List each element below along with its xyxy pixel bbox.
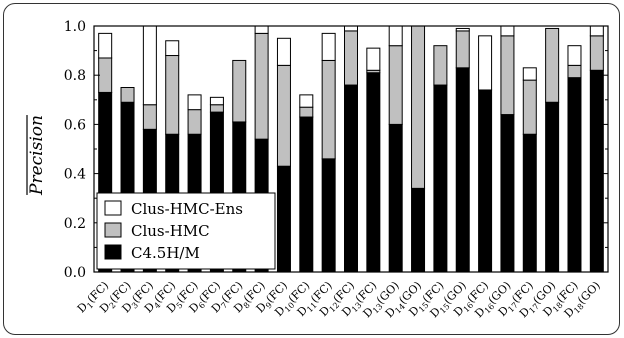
bar-clus-hmc xyxy=(165,55,180,135)
bar-clus-hmc xyxy=(567,64,582,79)
bar-c4-5h-m xyxy=(567,77,582,273)
y-tick-label: 0.4 xyxy=(64,167,86,183)
bar-clus-hmc xyxy=(455,30,470,69)
y-tick-label: 0.2 xyxy=(64,216,86,232)
bar-c4-5h-m xyxy=(455,67,470,273)
y-tick-label: 1.0 xyxy=(64,19,86,35)
bar-clus-hmc-ens xyxy=(589,25,604,37)
bar-clus-hmc xyxy=(388,45,403,125)
bar-c4-5h-m xyxy=(545,101,560,273)
bar-clus-hmc-ens xyxy=(455,27,470,32)
bar-clus-hmc xyxy=(254,32,269,140)
bar-clus-hmc xyxy=(120,87,135,103)
y-tick-label: 0.6 xyxy=(64,117,86,133)
bar-clus-hmc xyxy=(411,25,426,189)
figure-frame xyxy=(3,3,620,335)
legend-box xyxy=(96,192,276,270)
bar-clus-hmc xyxy=(589,35,604,71)
bar-clus-hmc xyxy=(98,57,113,93)
y-axis-title: Precision xyxy=(26,115,47,196)
bar-clus-hmc-ens xyxy=(366,47,381,71)
y-tick-label: 0.0 xyxy=(64,265,86,281)
legend-swatch xyxy=(104,244,122,260)
bar-clus-hmc xyxy=(187,109,202,135)
bar-clus-hmc xyxy=(433,45,448,86)
bar-clus-hmc-ens xyxy=(142,25,157,106)
bar-c4-5h-m xyxy=(299,116,314,273)
bar-c4-5h-m xyxy=(433,84,448,273)
bar-clus-hmc-ens xyxy=(254,25,269,34)
bar-c4-5h-m xyxy=(522,133,537,273)
bar-c4-5h-m xyxy=(478,89,493,273)
bar-c4-5h-m xyxy=(388,123,403,273)
legend-label: C4.5H/M xyxy=(131,244,200,262)
bar-clus-hmc xyxy=(142,104,157,130)
bar-c4-5h-m xyxy=(500,114,515,273)
bar-clus-hmc xyxy=(276,64,291,167)
bar-clus-hmc-ens xyxy=(98,32,113,59)
bar-clus-hmc xyxy=(522,79,537,135)
bar-c4-5h-m xyxy=(589,69,604,273)
bar-c4-5h-m xyxy=(276,165,291,273)
legend-label: Clus-HMC-Ens xyxy=(131,200,243,218)
bar-c4-5h-m xyxy=(366,72,381,273)
y-tick-label: 0.8 xyxy=(64,68,86,84)
bar-clus-hmc xyxy=(209,104,224,113)
bar-clus-hmc xyxy=(344,30,358,86)
bar-clus-hmc xyxy=(500,35,515,116)
bar-clus-hmc-ens xyxy=(321,32,336,61)
bar-clus-hmc-ens xyxy=(209,96,224,106)
bar-clus-hmc-ens xyxy=(500,25,515,37)
y-axis-title-text: Precision xyxy=(27,115,47,196)
bar-c4-5h-m xyxy=(321,158,336,273)
bar-clus-hmc xyxy=(545,27,560,103)
bar-clus-hmc-ens xyxy=(567,45,582,66)
bar-clus-hmc-ens xyxy=(522,67,537,81)
bar-clus-hmc-ens xyxy=(344,25,358,32)
bar-clus-hmc-ens xyxy=(165,40,180,57)
bar-clus-hmc xyxy=(299,106,314,118)
bar-clus-hmc xyxy=(321,59,336,160)
bar-clus-hmc xyxy=(232,59,247,123)
bar-clus-hmc-ens xyxy=(388,25,403,47)
bar-clus-hmc-ens xyxy=(478,35,493,91)
legend: Clus-HMC-Ens Clus-HMC C4.5H/M xyxy=(96,192,276,270)
legend-swatch xyxy=(104,200,122,216)
bar-clus-hmc-ens xyxy=(299,94,314,108)
bar-clus-hmc-ens xyxy=(276,37,291,66)
legend-label: Clus-HMC xyxy=(131,222,210,240)
bar-clus-hmc-ens xyxy=(187,94,202,111)
bar-c4-5h-m xyxy=(411,187,426,273)
bar-c4-5h-m xyxy=(344,84,358,273)
legend-swatch xyxy=(104,222,122,238)
